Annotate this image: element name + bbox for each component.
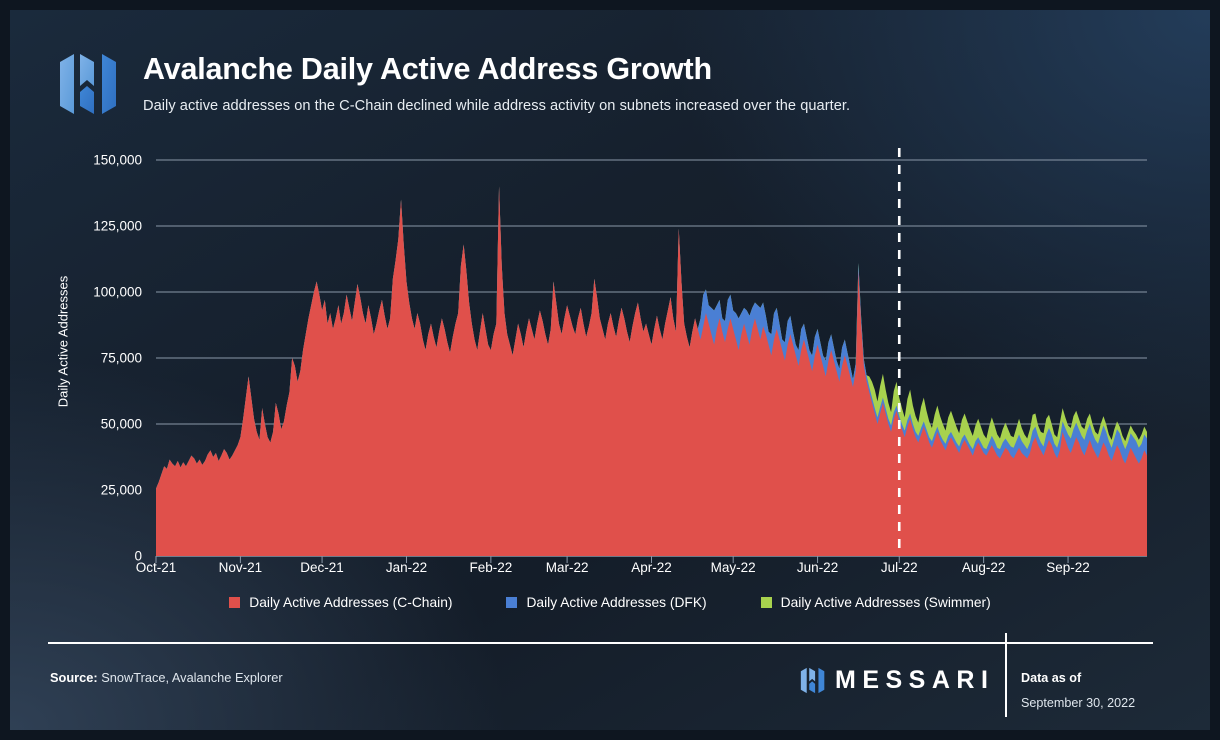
chart-footer: Source: SnowTrace, Avalanche Explorer ME…: [10, 633, 1210, 730]
x-tick-label: Apr-22: [631, 560, 672, 575]
messari-m-icon: [60, 54, 116, 114]
x-tick-label: Jul-22: [880, 560, 918, 575]
chart-subtitle: Daily active addresses on the C-Chain de…: [143, 98, 851, 114]
legend-item[interactable]: Daily Active Addresses (DFK): [506, 595, 707, 610]
y-tick-label: 150,000: [93, 152, 142, 168]
messari-brand: MESSARI: [800, 666, 994, 695]
x-tick-label: Dec-21: [300, 560, 344, 575]
y-tick-label: 25,000: [100, 482, 142, 498]
messari-wordmark: MESSARI: [835, 666, 995, 694]
chart-header: Avalanche Daily Active Address Growth Da…: [10, 10, 1210, 138]
y-tick-label: 50,000: [100, 416, 142, 432]
legend-label: Daily Active Addresses (C-Chain): [249, 595, 453, 610]
y-tick-label: 100,000: [93, 284, 142, 300]
legend-swatch: [760, 597, 772, 608]
y-tick-label: 0: [134, 548, 142, 564]
x-tick-label: Feb-22: [469, 560, 513, 575]
x-tick-label: Oct-21: [135, 560, 177, 575]
stacked-area-chart: [155, 148, 1147, 563]
footer-divider-horizontal: [48, 642, 1153, 644]
data-as-of-value: September 30, 2022: [1021, 696, 1136, 710]
x-tick-label: Jan-22: [385, 560, 428, 575]
y-tick-label: 125,000: [93, 218, 142, 234]
y-tick-label: 75,000: [100, 350, 142, 366]
chart-card: Avalanche Daily Active Address Growth Da…: [10, 10, 1210, 730]
footer-divider-vertical: [1005, 633, 1007, 717]
x-tick-label: Nov-21: [218, 560, 263, 575]
legend-label: Daily Active Addresses (DFK): [526, 595, 707, 610]
chart-legend: Daily Active Addresses (C-Chain) Daily Ac…: [10, 595, 1210, 610]
data-as-of-label: Data as of: [1021, 671, 1082, 685]
x-tick-label: Mar-22: [545, 560, 589, 575]
source-value: SnowTrace, Avalanche Explorer: [97, 670, 283, 685]
messari-m-icon: [800, 667, 825, 694]
x-tick-label: May-22: [710, 560, 756, 575]
source-text: Source: SnowTrace, Avalanche Explorer: [50, 670, 283, 685]
page-title: Avalanche Daily Active Address Growth: [143, 52, 712, 86]
area-series: [156, 186, 1147, 556]
source-label: Source:: [50, 670, 98, 685]
x-tick-label: Jun-22: [796, 560, 839, 575]
x-tick-label: Sep-22: [1046, 560, 1090, 575]
x-tick-label: Aug-22: [961, 560, 1006, 575]
chart-plot-area: Daily Active Addresses 0 25,000 50,000 75,0…: [10, 138, 1210, 638]
x-axis-ticks: Oct-21 Nov-21 Dec-21 Jan-22 Feb-22 Mar-22 Apr-…: [10, 560, 1210, 582]
legend-item[interactable]: Daily Active Addresses (C-Chain): [229, 595, 452, 610]
legend-item[interactable]: Daily Active Addresses (Swimmer): [760, 595, 991, 610]
y-axis-ticks: 0 25,000 50,000 75,000 100,000 125,000 150,000: [50, 138, 142, 638]
legend-label: Daily Active Addresses (Swimmer): [780, 595, 991, 610]
legend-swatch: [506, 597, 518, 608]
legend-swatch: [229, 597, 241, 608]
